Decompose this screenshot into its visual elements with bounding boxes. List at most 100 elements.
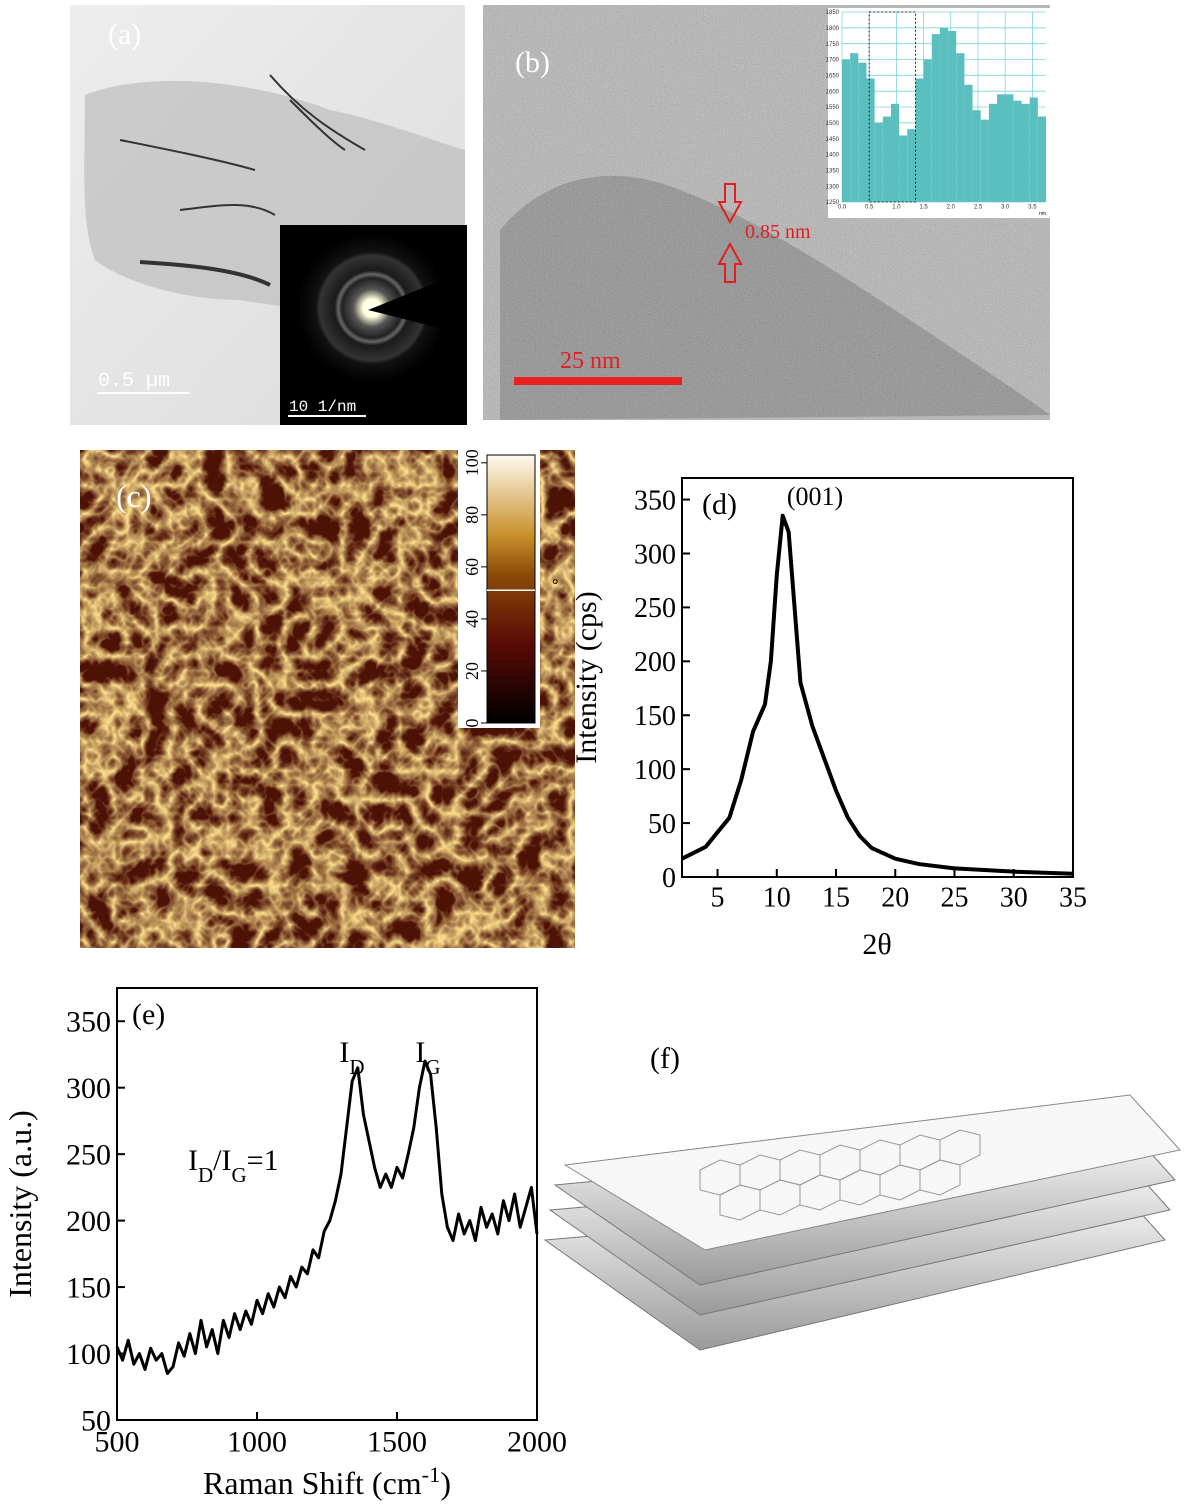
peak-label-part: I bbox=[339, 1036, 349, 1069]
y-axis-title: Intensity (a.u.) bbox=[2, 1110, 38, 1298]
x-tick-label: 1.5 bbox=[919, 204, 928, 210]
peak-label-part: D bbox=[349, 1055, 364, 1079]
bar bbox=[997, 94, 1006, 202]
plot-frame bbox=[116, 987, 538, 1421]
ratio-label-part: =1 bbox=[247, 1144, 279, 1177]
bar bbox=[948, 31, 957, 202]
x-tick-label: 1000 bbox=[227, 1426, 287, 1459]
x-tick-label: 500 bbox=[95, 1426, 140, 1459]
bar bbox=[1005, 94, 1014, 202]
y-tick-label: 1300 bbox=[826, 184, 840, 190]
x-axis-title: nm bbox=[1039, 211, 1046, 217]
y-tick-label: 1800 bbox=[826, 26, 840, 32]
spacing-label: 0.85 nm bbox=[745, 221, 811, 243]
arrow-down bbox=[717, 183, 743, 225]
x-tick-label: 0.5 bbox=[865, 204, 874, 210]
peak-label-part: I bbox=[415, 1036, 425, 1069]
colorbar-tick-label: 40 bbox=[462, 610, 482, 628]
x-tick-label: 3.0 bbox=[1001, 204, 1010, 210]
colorbar-tick-label: 60 bbox=[462, 558, 482, 576]
y-tick-label: 1650 bbox=[826, 73, 840, 79]
peak-label-part: G bbox=[425, 1055, 440, 1079]
inset-scale-bar-label: 10 1/nm bbox=[289, 398, 356, 416]
colorbar-tick-label: 20 bbox=[462, 662, 482, 680]
bar bbox=[850, 53, 859, 202]
y-tick-label: 1350 bbox=[826, 168, 840, 174]
bar bbox=[858, 62, 867, 202]
y-tick-label: 350 bbox=[634, 485, 676, 516]
bar bbox=[907, 129, 916, 202]
peak-label: ID bbox=[339, 1036, 364, 1079]
y-tick-label: 1500 bbox=[826, 121, 840, 127]
colorbar-tick-label: 100 bbox=[462, 449, 482, 476]
x-tick-label: 20 bbox=[881, 882, 909, 913]
ratio-label: ID/IG=1 bbox=[188, 1144, 279, 1187]
colorbar bbox=[486, 454, 536, 724]
panel-a: (a) 0.5 µm 10 1/nm bbox=[70, 5, 467, 425]
y-tick-label: 100 bbox=[634, 755, 676, 786]
panel-label: (c) bbox=[116, 478, 152, 514]
bar bbox=[956, 53, 965, 202]
bar bbox=[890, 103, 900, 202]
bar bbox=[882, 116, 891, 202]
bar bbox=[842, 59, 851, 202]
bar bbox=[939, 27, 949, 203]
x-tick-label: 5 bbox=[711, 882, 725, 913]
scale-bar-label: 0.5 µm bbox=[98, 370, 170, 393]
panel-b: (b) 0.85 nm 25 nm bbox=[483, 5, 1050, 420]
y-tick-label: 100 bbox=[66, 1338, 111, 1371]
y-tick-label: 1750 bbox=[826, 42, 840, 48]
y-tick-label: 1700 bbox=[826, 58, 840, 64]
y-tick-label: 300 bbox=[634, 539, 676, 570]
bar bbox=[923, 59, 932, 202]
bar bbox=[874, 122, 883, 202]
ratio-label-part: D bbox=[198, 1163, 213, 1187]
x-tick-label: 3.5 bbox=[1028, 204, 1037, 210]
x-tick-label: 10 bbox=[763, 882, 791, 913]
scale-bar-label: 25 nm bbox=[560, 348, 621, 374]
plot-frame bbox=[681, 477, 1074, 878]
layers bbox=[543, 1094, 1181, 1351]
bar bbox=[1029, 97, 1038, 202]
panel-label: (e) bbox=[132, 998, 165, 1031]
bar bbox=[1013, 100, 1022, 202]
colorbar-tick-label: 0 bbox=[462, 719, 482, 728]
bar bbox=[972, 110, 981, 202]
y-tick-label: 0 bbox=[662, 863, 676, 894]
x-tick-label: 2000 bbox=[507, 1426, 567, 1459]
y-tick-label: 1250 bbox=[826, 200, 840, 206]
y-tick-label: 150 bbox=[634, 701, 676, 732]
peak-label: IG bbox=[415, 1036, 440, 1079]
x-tick-label: 35 bbox=[1059, 882, 1087, 913]
ratio-label-part: I bbox=[188, 1144, 198, 1177]
bar bbox=[964, 84, 973, 202]
y-tick-label: 300 bbox=[66, 1072, 111, 1105]
y-axis-title: Intensity (cps) bbox=[570, 591, 603, 763]
x-tick-label: 15 bbox=[822, 882, 850, 913]
x-axis-title-part: ) bbox=[440, 1465, 451, 1501]
panel-label: (a) bbox=[108, 18, 141, 51]
panel-label: (d) bbox=[702, 488, 737, 521]
x-tick-label: 2.0 bbox=[947, 204, 956, 210]
wrinkles bbox=[119, 74, 366, 287]
bar bbox=[988, 103, 998, 202]
y-tick-label: 200 bbox=[634, 647, 676, 678]
y-tick-label: 250 bbox=[634, 593, 676, 624]
bar bbox=[1037, 116, 1046, 202]
x-tick-label: 25 bbox=[941, 882, 969, 913]
x-tick-label: 2.5 bbox=[974, 204, 983, 210]
x-tick-label: 0.0 bbox=[838, 204, 847, 210]
x-tick-label: 1500 bbox=[367, 1426, 427, 1459]
y-tick-label: 200 bbox=[66, 1205, 111, 1238]
selection-box bbox=[868, 11, 916, 203]
panel-c: (c) ° bbox=[80, 450, 575, 948]
bar bbox=[915, 78, 924, 202]
y-tick-label: 1550 bbox=[826, 105, 840, 111]
y-tick-label: 150 bbox=[66, 1272, 111, 1305]
panel-label: (b) bbox=[515, 46, 550, 79]
ratio-label-part: /I bbox=[213, 1144, 231, 1177]
diffraction-rings bbox=[297, 233, 447, 383]
bar bbox=[866, 78, 875, 202]
data-line bbox=[115, 1059, 539, 1375]
y-tick-label: 1400 bbox=[826, 153, 840, 159]
